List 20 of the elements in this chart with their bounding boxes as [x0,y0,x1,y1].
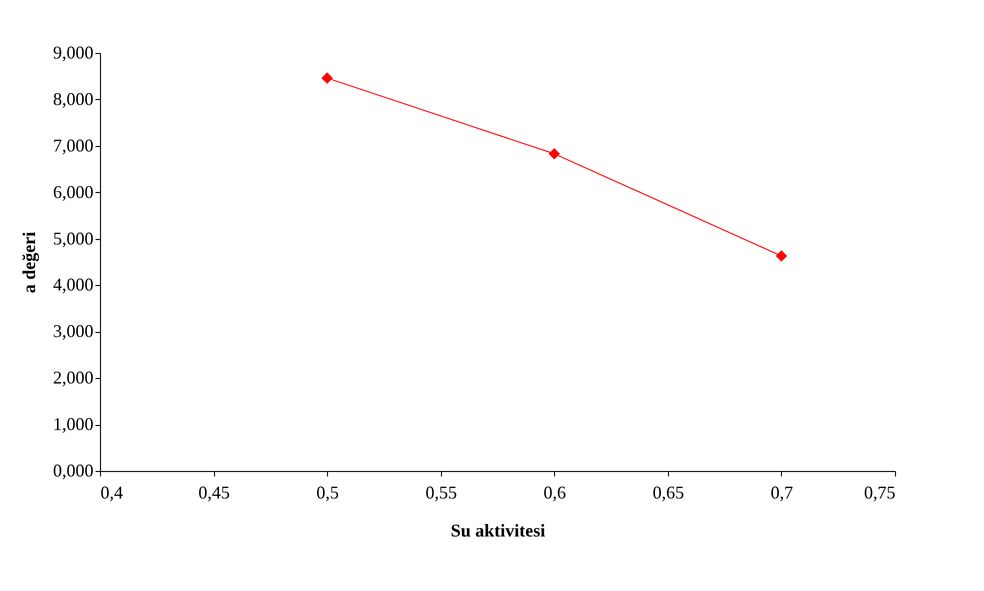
x-tick-label: 0,55 [425,482,457,502]
x-tick-label: 0,7 [770,482,794,502]
y-axis-title: a değeri [19,232,39,294]
y-tick-label: 0,000 [53,460,94,480]
y-tick-label: 1,000 [53,414,94,434]
y-tick-label: 9,000 [53,42,94,62]
x-tick-label: 0,4 [100,482,123,502]
y-tick-label: 2,000 [53,368,94,388]
x-tick-label: 0,75 [864,482,896,502]
y-tick-label: 4,000 [53,274,94,295]
x-axis-title: Su aktivitesi [450,520,546,540]
x-tick-label: 0,5 [316,482,339,502]
y-tick-label: 5,000 [53,228,94,248]
y-tick-label: 3,000 [53,321,94,342]
x-tick-label: 0,6 [544,482,566,502]
y-tick-label: 8,000 [53,88,94,109]
x-tick-label: 0,65 [652,482,684,502]
y-tick-label: 7,000 [53,135,94,156]
y-tick-label: 6,000 [53,182,94,202]
x-tick-label: 0,45 [198,482,230,502]
